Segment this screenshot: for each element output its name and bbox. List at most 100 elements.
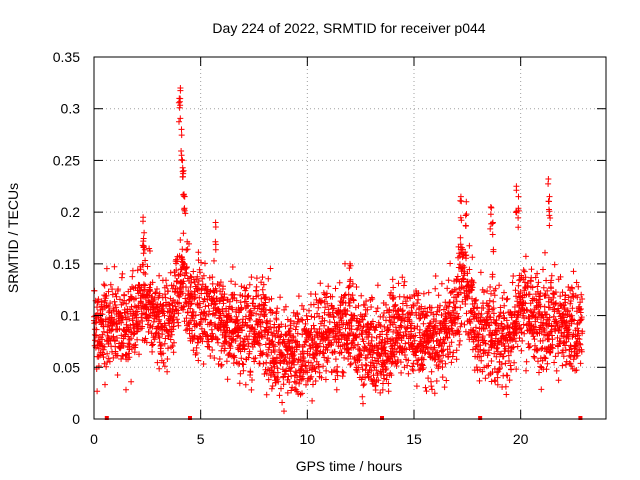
- data-point: [348, 311, 355, 318]
- data-point: [478, 357, 485, 364]
- data-point: [347, 260, 353, 267]
- data-point: [180, 167, 187, 174]
- data-point: [211, 355, 218, 361]
- data-point: [195, 277, 202, 284]
- data-point: [316, 369, 323, 376]
- data-point: [152, 289, 159, 296]
- data-point: [282, 323, 289, 330]
- data-point: [540, 284, 547, 291]
- data-point: [524, 307, 531, 314]
- data-point: [190, 308, 197, 315]
- data-point: [489, 231, 496, 238]
- data-point: [227, 345, 234, 352]
- data-point: [196, 294, 203, 301]
- data-point: [226, 298, 233, 305]
- data-point: [403, 346, 410, 353]
- data-point: [300, 350, 307, 357]
- data-point: [346, 350, 352, 357]
- data-point: [400, 282, 407, 289]
- data-point: [538, 386, 545, 393]
- data-point: [473, 364, 480, 371]
- data-point: [374, 344, 381, 351]
- data-point: [515, 205, 522, 212]
- data-point: [440, 352, 447, 359]
- data-point: [184, 309, 191, 316]
- data-point: [388, 289, 394, 296]
- data-point: [183, 270, 190, 277]
- data-point: [377, 322, 384, 329]
- data-point: [151, 296, 158, 303]
- data-point: [461, 264, 468, 271]
- data-point: [553, 300, 559, 306]
- data-point: [100, 281, 107, 288]
- data-point: [216, 356, 223, 362]
- data-point: [429, 386, 435, 393]
- data-point: [290, 358, 297, 364]
- data-point: [491, 377, 498, 384]
- data-point: [497, 365, 503, 372]
- data-point: [505, 343, 512, 350]
- data-point: [410, 360, 417, 367]
- data-point: [178, 132, 185, 139]
- data-point: [447, 260, 454, 267]
- data-point: [149, 323, 156, 330]
- data-point: [457, 197, 464, 204]
- data-point: [202, 283, 209, 290]
- data-point: [156, 290, 163, 297]
- data-point: [544, 360, 551, 367]
- data-point: [161, 340, 168, 347]
- data-point: [373, 308, 380, 315]
- data-point: [487, 225, 494, 232]
- data-point: [402, 298, 409, 305]
- data-point: [298, 316, 305, 323]
- data-point: [247, 316, 253, 323]
- data-point: [331, 348, 338, 355]
- data-point: [534, 283, 541, 290]
- data-point: [381, 323, 388, 330]
- data-point: [329, 293, 336, 300]
- data-point: [177, 115, 184, 122]
- data-point: [472, 333, 479, 340]
- data-point: [246, 333, 253, 340]
- data-point: [179, 157, 186, 164]
- data-point: [368, 334, 375, 340]
- data-point: [244, 336, 251, 343]
- data-point: [286, 340, 293, 347]
- data-point: [290, 334, 297, 341]
- data-point: [372, 327, 379, 334]
- data-point: [558, 330, 565, 336]
- data-point: [533, 329, 540, 336]
- data-point: [420, 320, 427, 327]
- data-point: [383, 301, 389, 308]
- data-point: [311, 364, 318, 371]
- data-point: [282, 303, 289, 310]
- data-point: [532, 274, 539, 281]
- data-point: [164, 368, 171, 375]
- data-point: [359, 327, 366, 334]
- data-point: [260, 360, 267, 367]
- y-tick-label: 0.2: [61, 204, 81, 220]
- data-point: [134, 336, 141, 343]
- data-point: [520, 310, 527, 317]
- data-point: [488, 204, 495, 211]
- data-point: [385, 388, 392, 395]
- data-point: [567, 300, 574, 307]
- data-point: [307, 331, 314, 338]
- data-point: [150, 318, 157, 325]
- data-point: [308, 313, 315, 320]
- data-point: [438, 280, 445, 287]
- data-point: [220, 300, 227, 307]
- data-point: [490, 246, 497, 253]
- data-point: [369, 296, 376, 302]
- data-point: [174, 278, 181, 285]
- data-point: [488, 319, 495, 326]
- data-point: [194, 273, 201, 280]
- data-point: [149, 348, 156, 355]
- data-point: [436, 307, 443, 314]
- data-point: [535, 279, 542, 286]
- data-point: [507, 348, 514, 355]
- data-point: [418, 339, 425, 345]
- data-point: [230, 353, 237, 360]
- data-point: [268, 385, 275, 392]
- data-point: [390, 328, 397, 335]
